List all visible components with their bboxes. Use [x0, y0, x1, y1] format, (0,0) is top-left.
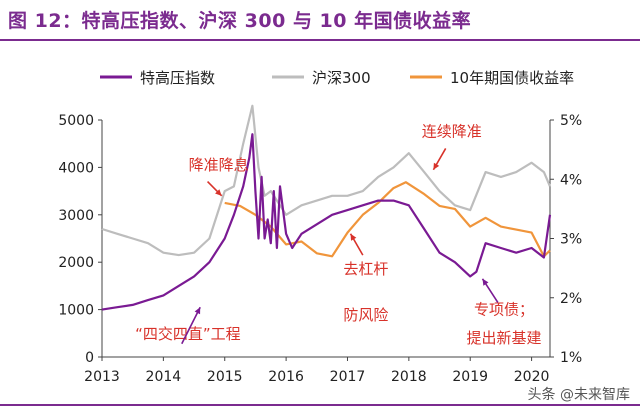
y-right-tick-label: 4%: [560, 172, 582, 188]
y-right-tick-label: 5%: [560, 113, 582, 129]
annotation-arrowhead: [482, 278, 489, 286]
x-tick-label: 2013: [84, 369, 120, 385]
y-left-tick-label: 4000: [58, 160, 94, 176]
uhv-index-line: [101, 133, 552, 311]
annotation-arrowhead: [215, 189, 222, 196]
bottom-divider: [0, 404, 640, 406]
legend: 特高压指数 沪深300 10年期国债收益率: [100, 69, 574, 87]
legend-label: 10年期国债收益率: [450, 69, 574, 87]
y-left-tick-label: 1000: [58, 303, 94, 319]
series-lines: [101, 104, 552, 311]
annotation-label: 连续降准: [422, 123, 482, 141]
annotation-arrowhead: [350, 233, 357, 241]
axes: 0 1000 2000 3000 4000 5000 1% 2% 3% 4% 5% 2013 2014 2…: [58, 113, 582, 385]
page-title: 图 12：特高压指数、沪深 300 与 10 年国债收益率: [8, 10, 472, 32]
annotation-label: 专项债；: [474, 300, 534, 318]
title-divider: [0, 39, 640, 41]
x-tick-label: 2015: [207, 369, 243, 385]
y-left-tick-label: 3000: [58, 208, 94, 224]
annotation-label: 提出新基建: [466, 329, 541, 347]
y-right-tick-label: 2%: [560, 291, 582, 307]
x-tick-label: 2020: [514, 369, 550, 385]
bond-yield-line: [224, 181, 551, 258]
y-right-tick-label: 1%: [560, 350, 582, 366]
legend-label: 沪深300: [312, 69, 371, 87]
annotation-arrow: [181, 306, 201, 345]
watermark: 头条 @未来智库: [527, 387, 630, 403]
annotation-label: “四交四直”工程: [135, 325, 241, 343]
annotation-arrowhead: [194, 307, 201, 315]
x-tick-label: 2014: [146, 369, 182, 385]
annotation-label: 防风险: [343, 306, 388, 324]
x-tick-label: 2019: [452, 369, 488, 385]
y-left-tick-label: 2000: [58, 255, 94, 271]
legend-label: 特高压指数: [140, 69, 215, 87]
annotation-label: 去杠杆: [343, 260, 388, 278]
x-tick-label: 2018: [391, 369, 427, 385]
x-tick-label: 2016: [268, 369, 304, 385]
annotation-arrowhead: [433, 162, 440, 170]
annotation-label: 降准降息: [189, 156, 249, 174]
x-tick-label: 2017: [330, 369, 366, 385]
hs300-line: [101, 104, 552, 257]
y-left-tick-label: 5000: [58, 113, 94, 129]
y-right-tick-label: 3%: [560, 232, 582, 248]
y-left-tick-label: 0: [85, 350, 94, 366]
